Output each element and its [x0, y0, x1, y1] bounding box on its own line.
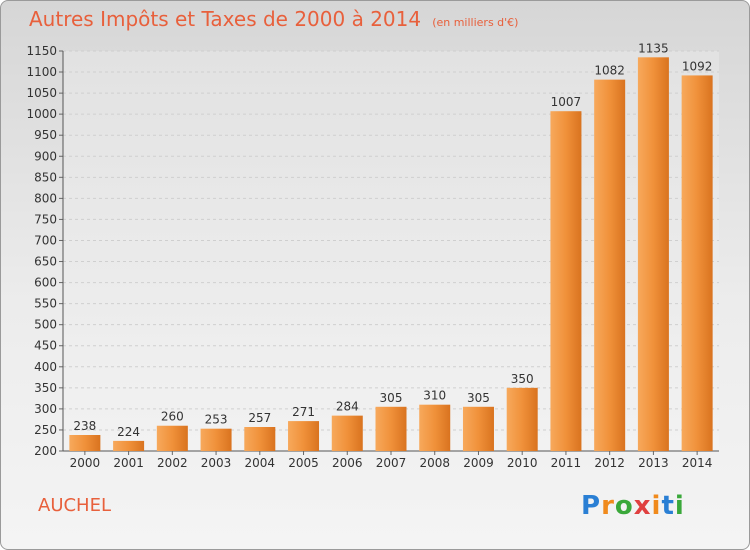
x-tick-label: 2005: [288, 456, 319, 470]
bar: [681, 75, 713, 451]
bar: [113, 440, 145, 451]
bar-value-label: 305: [467, 391, 490, 405]
bar-value-label: 310: [423, 389, 446, 403]
logo-letter: i: [674, 491, 685, 521]
x-tick-label: 2014: [682, 456, 713, 470]
logo-letter: r: [601, 491, 615, 521]
y-tick-label: 200: [34, 444, 57, 458]
logo-letter: x: [633, 491, 652, 521]
bar-value-label: 257: [248, 411, 271, 425]
chart-unit-note: (en milliers d'€): [432, 16, 519, 29]
y-tick-label: 250: [34, 423, 57, 437]
proxiti-logo: Proxiti: [581, 491, 685, 521]
x-tick-label: 2013: [638, 456, 669, 470]
logo-letter: i: [651, 491, 662, 521]
bar-value-label: 253: [205, 413, 228, 427]
bar-value-label: 305: [380, 391, 403, 405]
y-tick-label: 350: [34, 381, 57, 395]
bar: [200, 428, 232, 451]
bar: [331, 415, 363, 451]
x-tick-label: 2000: [70, 456, 101, 470]
bar: [550, 111, 582, 452]
bar: [419, 404, 451, 451]
logo-letter: t: [661, 491, 675, 521]
bar-value-label: 284: [336, 400, 359, 414]
bar: [506, 387, 538, 451]
y-tick-label: 700: [34, 233, 57, 247]
x-tick-label: 2002: [157, 456, 188, 470]
y-tick-label: 950: [34, 128, 57, 142]
y-tick-label: 1150: [26, 44, 57, 58]
bar-value-label: 271: [292, 405, 315, 419]
bar-value-label: 260: [161, 410, 184, 424]
y-tick-label: 800: [34, 191, 57, 205]
x-tick-label: 2011: [551, 456, 582, 470]
bar: [462, 406, 494, 451]
bar-value-label: 238: [73, 419, 96, 433]
bar-value-label: 1135: [638, 41, 669, 55]
x-tick-label: 2010: [507, 456, 538, 470]
y-tick-label: 600: [34, 276, 57, 290]
bar-value-label: 350: [511, 372, 534, 386]
y-tick-label: 750: [34, 212, 57, 226]
bar: [69, 435, 101, 451]
x-tick-label: 2006: [332, 456, 363, 470]
bar: [244, 427, 276, 451]
y-tick-label: 1050: [26, 86, 57, 100]
y-tick-label: 500: [34, 318, 57, 332]
bar: [375, 406, 407, 451]
y-tick-label: 900: [34, 149, 57, 163]
x-tick-label: 2008: [419, 456, 450, 470]
y-tick-label: 1000: [26, 107, 57, 121]
location-label: AUCHEL: [38, 495, 111, 516]
bar-value-label: 1007: [551, 95, 582, 109]
x-tick-label: 2012: [594, 456, 625, 470]
bar-value-label: 1092: [682, 59, 713, 73]
x-tick-label: 2003: [201, 456, 232, 470]
bar: [637, 57, 669, 451]
x-tick-label: 2001: [113, 456, 144, 470]
logo-letter: o: [614, 491, 634, 521]
y-tick-label: 650: [34, 255, 57, 269]
bar-value-label: 1082: [594, 64, 625, 78]
logo-letter: P: [581, 491, 602, 521]
y-tick-label: 1100: [26, 65, 57, 79]
y-tick-label: 850: [34, 170, 57, 184]
bar: [288, 421, 320, 451]
chart-title: Autres Impôts et Taxes de 2000 à 2014: [29, 7, 422, 31]
x-tick-label: 2007: [376, 456, 407, 470]
y-tick-label: 400: [34, 360, 57, 374]
bar: [594, 79, 626, 451]
bar: [156, 425, 188, 451]
y-tick-label: 300: [34, 402, 57, 416]
y-tick-label: 450: [34, 339, 57, 353]
x-tick-label: 2009: [463, 456, 494, 470]
y-tick-label: 550: [34, 297, 57, 311]
chart-title-line: Autres Impôts et Taxes de 2000 à 2014 (e…: [29, 7, 518, 31]
bar-value-label: 224: [117, 425, 140, 439]
x-tick-label: 2004: [245, 456, 276, 470]
